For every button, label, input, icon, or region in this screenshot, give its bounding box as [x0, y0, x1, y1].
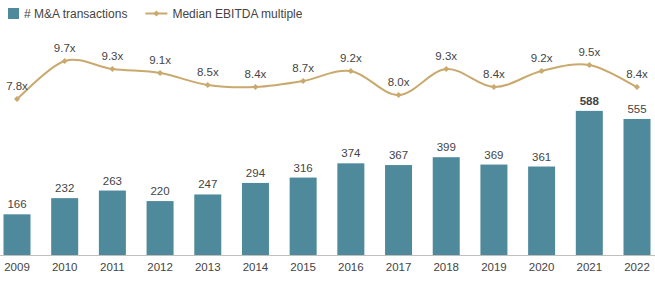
data-label: 588 — [580, 95, 600, 107]
x-tick-label: 2010 — [52, 261, 78, 273]
data-label: 9.5x — [578, 46, 600, 58]
data-label: 316 — [294, 162, 313, 174]
bar — [528, 167, 555, 255]
data-label: 263 — [103, 175, 122, 187]
bar — [242, 183, 269, 255]
data-label: 166 — [7, 198, 26, 210]
x-tick-label: 2021 — [577, 261, 603, 273]
data-label: 9.2x — [531, 52, 553, 64]
x-tick-label: 2012 — [147, 261, 173, 273]
data-label: 294 — [246, 167, 266, 179]
data-label: 9.3x — [102, 50, 124, 62]
data-label: 8.0x — [388, 76, 410, 88]
marker — [157, 70, 163, 76]
marker — [348, 68, 354, 74]
x-tick-label: 2011 — [100, 261, 125, 273]
data-label: 9.7x — [54, 42, 76, 54]
data-label: 399 — [437, 141, 456, 153]
marker — [634, 84, 640, 90]
marker — [300, 78, 306, 84]
x-tick-label: 2020 — [529, 261, 555, 273]
data-label: 247 — [198, 178, 217, 190]
legend-swatch — [8, 8, 19, 19]
marker — [205, 82, 211, 88]
line — [17, 60, 637, 99]
legend-marker — [153, 11, 159, 17]
data-label: 7.8x — [6, 80, 28, 92]
marker — [62, 58, 68, 64]
x-tick-label: 2016 — [338, 261, 364, 273]
marker — [396, 92, 402, 98]
marker — [586, 62, 592, 68]
data-label: 9.1x — [149, 54, 171, 66]
bar — [194, 194, 221, 255]
data-label: 9.3x — [435, 50, 457, 62]
x-tick-label: 2022 — [624, 261, 650, 273]
data-label: 232 — [55, 182, 74, 194]
x-axis-line — [0, 255, 655, 256]
bar — [290, 178, 317, 255]
legend: # M&A transactions Median EBITDA multiple — [8, 7, 303, 21]
labels: 166 232 263 220 247 294 316 374 367 399 369 361 588 5… — [6, 42, 648, 210]
data-label: 369 — [484, 149, 503, 161]
x-tick-label: 2009 — [4, 261, 30, 273]
marker — [491, 84, 497, 90]
bar — [433, 157, 460, 255]
x-tick-label: 2018 — [433, 261, 459, 273]
data-label: 555 — [627, 103, 646, 115]
data-label: 220 — [150, 185, 169, 197]
bar — [4, 214, 31, 255]
data-label: 8.4x — [245, 68, 267, 80]
plot-area — [4, 58, 651, 255]
data-label: 8.7x — [292, 62, 314, 74]
marker — [443, 66, 449, 72]
chart-root: 166 232 263 220 247 294 316 374 367 399 369 361 588 5… — [0, 0, 655, 296]
data-label: 367 — [389, 149, 408, 161]
bar — [576, 111, 603, 255]
data-label: 361 — [532, 151, 551, 163]
marker — [252, 84, 258, 90]
data-label: 8.4x — [626, 68, 648, 80]
legend-label: # M&A transactions — [24, 7, 127, 21]
bar — [99, 191, 126, 255]
data-label: 8.4x — [483, 68, 505, 80]
bar — [337, 163, 364, 255]
bar — [624, 119, 651, 255]
bar — [51, 198, 78, 255]
data-label: 8.5x — [197, 66, 219, 78]
x-tick-label: 2019 — [481, 261, 507, 273]
data-label: 374 — [341, 147, 361, 159]
x-tick-label: 2017 — [386, 261, 412, 273]
marker — [539, 68, 545, 74]
marker — [14, 96, 20, 102]
bar — [480, 165, 507, 255]
x-tick-label: 2014 — [243, 261, 269, 273]
x-tick-label: 2015 — [290, 261, 316, 273]
x-tick-label: 2013 — [195, 261, 221, 273]
bar — [147, 201, 174, 255]
marker — [109, 66, 115, 72]
legend-label: Median EBITDA multiple — [172, 7, 302, 21]
bar — [385, 165, 412, 255]
data-label: 9.2x — [340, 52, 362, 64]
